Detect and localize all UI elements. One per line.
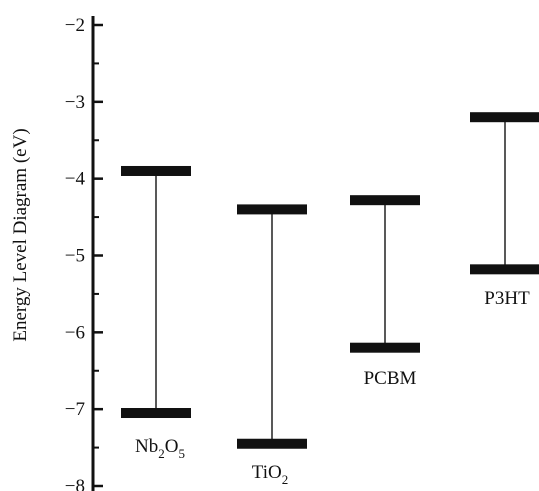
y-axis-group: −2 −3 −4 −5 −6 −7 −8 [65, 15, 103, 491]
upper-energy-level-bar [350, 195, 420, 206]
lower-energy-level-bar [121, 408, 191, 419]
y-tick-label: −5 [65, 246, 85, 267]
material-label-subscript: 5 [178, 446, 185, 461]
y-tick-label: −3 [65, 92, 85, 113]
material-label: PCBM [364, 368, 417, 389]
y-tick-label: −4 [65, 169, 86, 190]
material-label: Nb2O5 [135, 436, 185, 461]
material-label-subscript: 2 [158, 446, 165, 461]
material-label: TiO2 [252, 462, 288, 487]
material-label-text: TiO [252, 462, 282, 483]
material-label-text: P3HT [484, 288, 530, 309]
upper-energy-level-bar [237, 204, 307, 215]
material-label-text: Nb [135, 436, 158, 457]
upper-energy-level-bar [470, 112, 539, 123]
lower-energy-level-bar [470, 264, 539, 275]
lower-energy-level-bar [237, 438, 307, 449]
material-label: P3HT [484, 288, 530, 309]
y-tick-label: −8 [65, 476, 85, 491]
upper-energy-level-bar [121, 165, 191, 176]
y-tick-label: −7 [65, 399, 85, 420]
y-axis-title: Energy Level Diagram (eV) [10, 128, 31, 341]
y-tick-label: −2 [65, 15, 85, 36]
material-label-text: O [165, 436, 179, 457]
material-label-text: PCBM [364, 368, 417, 389]
y-tick-label: −6 [65, 322, 85, 343]
lower-energy-level-bar [350, 342, 420, 353]
material-label-subscript: 2 [282, 472, 289, 487]
